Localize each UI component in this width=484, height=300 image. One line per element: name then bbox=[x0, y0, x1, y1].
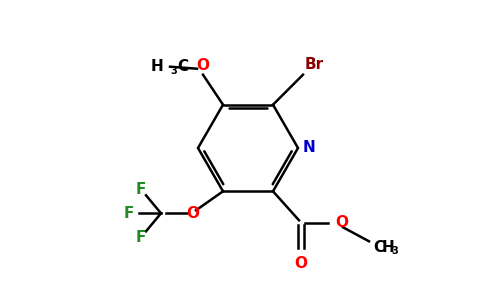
Text: F: F bbox=[124, 206, 134, 221]
Text: Br: Br bbox=[305, 57, 324, 72]
Text: O: O bbox=[335, 215, 348, 230]
Text: C: C bbox=[373, 240, 384, 255]
Text: O: O bbox=[294, 256, 307, 271]
Text: F: F bbox=[136, 230, 146, 245]
Text: 3: 3 bbox=[170, 66, 177, 76]
Text: O: O bbox=[197, 58, 210, 73]
Text: H: H bbox=[150, 59, 163, 74]
Text: 3: 3 bbox=[391, 246, 398, 256]
Text: N: N bbox=[303, 140, 316, 155]
Text: F: F bbox=[136, 182, 146, 197]
Text: H: H bbox=[382, 240, 395, 255]
Text: C: C bbox=[177, 59, 188, 74]
Text: O: O bbox=[186, 206, 199, 221]
